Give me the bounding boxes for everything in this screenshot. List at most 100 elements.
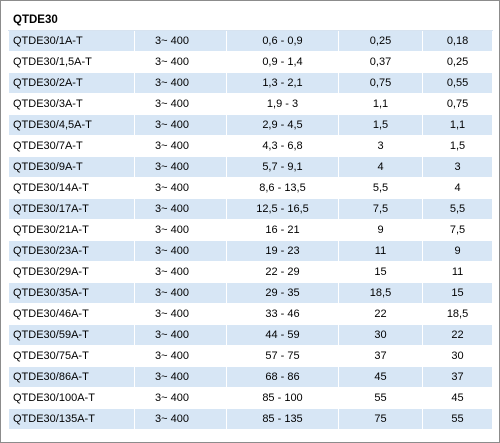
current-range-cell: 1,9 - 3 [226,93,339,115]
current-range-cell: 85 - 135 [226,408,339,430]
power-alt-cell: 18,5 [421,303,494,325]
table-row: QTDE30/4,5A-T 3~ 400 2,9 - 4,5 1,5 1,1 [8,114,494,136]
table-body: QTDE30/1A-T 3~ 400 0,6 - 0,9 0,25 0,18 QTDE30… [8,30,494,430]
table-title: QTDE30 [7,9,494,31]
model-cell: QTDE30/1A-T [8,30,135,52]
spec-table: QTDE30 QTDE30/1A-T 3~ 400 0,6 - 0,9 0,25 0,1… [7,9,494,430]
power-alt-cell: 1,1 [421,114,494,136]
table-row: QTDE30/9A-T 3~ 400 5,7 - 9,1 4 3 [8,156,494,178]
current-range-cell: 12,5 - 16,5 [226,198,339,220]
voltage-cell: 3~ 400 [134,177,227,199]
table-row: QTDE30/14A-T 3~ 400 8,6 - 13,5 5,5 4 [8,177,494,199]
current-range-cell: 29 - 35 [226,282,339,304]
power-alt-cell: 11 [421,261,494,283]
voltage-cell: 3~ 400 [134,387,227,409]
model-cell: QTDE30/35A-T [8,282,135,304]
power-alt-cell: 22 [421,324,494,346]
voltage-cell: 3~ 400 [134,114,227,136]
power-alt-cell: 0,25 [421,51,494,73]
voltage-cell: 3~ 400 [134,240,227,262]
voltage-cell: 3~ 400 [134,72,227,94]
current-range-cell: 4,3 - 6,8 [226,135,339,157]
current-range-cell: 44 - 59 [226,324,339,346]
voltage-cell: 3~ 400 [134,198,227,220]
table-row: QTDE30/29A-T 3~ 400 22 - 29 15 11 [8,261,494,283]
model-cell: QTDE30/46A-T [8,303,135,325]
power-cell: 1,5 [338,114,423,136]
power-cell: 30 [338,324,423,346]
power-alt-cell: 45 [421,387,494,409]
power-alt-cell: 55 [421,408,494,430]
table-row: QTDE30/75A-T 3~ 400 57 - 75 37 30 [8,345,494,367]
voltage-cell: 3~ 400 [134,282,227,304]
power-cell: 4 [338,156,423,178]
power-alt-cell: 0,55 [421,72,494,94]
voltage-cell: 3~ 400 [134,30,227,52]
voltage-cell: 3~ 400 [134,135,227,157]
power-cell: 37 [338,345,423,367]
power-cell: 45 [338,366,423,388]
current-range-cell: 22 - 29 [226,261,339,283]
current-range-cell: 1,3 - 2,1 [226,72,339,94]
table-row: QTDE30/1,5A-T 3~ 400 0,9 - 1,4 0,37 0,25 [8,51,494,73]
table-row: QTDE30/59A-T 3~ 400 44 - 59 30 22 [8,324,494,346]
model-cell: QTDE30/86A-T [8,366,135,388]
voltage-cell: 3~ 400 [134,219,227,241]
power-cell: 0,37 [338,51,423,73]
power-cell: 5,5 [338,177,423,199]
table-row: QTDE30/2A-T 3~ 400 1,3 - 2,1 0,75 0,55 [8,72,494,94]
power-alt-cell: 4 [421,177,494,199]
table-row: QTDE30/46A-T 3~ 400 33 - 46 22 18,5 [8,303,494,325]
table-container: QTDE30 QTDE30/1A-T 3~ 400 0,6 - 0,9 0,25 0,1… [7,9,494,430]
voltage-cell: 3~ 400 [134,408,227,430]
power-cell: 1,1 [338,93,423,115]
model-cell: QTDE30/1,5A-T [8,51,135,73]
current-range-cell: 16 - 21 [226,219,339,241]
power-alt-cell: 0,75 [421,93,494,115]
current-range-cell: 5,7 - 9,1 [226,156,339,178]
current-range-cell: 19 - 23 [226,240,339,262]
table-row: QTDE30/23A-T 3~ 400 19 - 23 11 9 [8,240,494,262]
table-row: QTDE30/7A-T 3~ 400 4,3 - 6,8 3 1,5 [8,135,494,157]
model-cell: QTDE30/75A-T [8,345,135,367]
model-cell: QTDE30/29A-T [8,261,135,283]
table-header-row: QTDE30 [7,9,494,31]
model-cell: QTDE30/2A-T [8,72,135,94]
model-cell: QTDE30/14A-T [8,177,135,199]
model-cell: QTDE30/23A-T [8,240,135,262]
model-cell: QTDE30/17A-T [8,198,135,220]
table-row: QTDE30/21A-T 3~ 400 16 - 21 9 7,5 [8,219,494,241]
current-range-cell: 8,6 - 13,5 [226,177,339,199]
current-range-cell: 0,6 - 0,9 [226,30,339,52]
model-cell: QTDE30/7A-T [8,135,135,157]
model-cell: QTDE30/9A-T [8,156,135,178]
model-cell: QTDE30/3A-T [8,93,135,115]
current-range-cell: 68 - 86 [226,366,339,388]
current-range-cell: 57 - 75 [226,345,339,367]
table-row: QTDE30/100A-T 3~ 400 85 - 100 55 45 [8,387,494,409]
power-cell: 3 [338,135,423,157]
current-range-cell: 0,9 - 1,4 [226,51,339,73]
model-cell: QTDE30/100A-T [8,387,135,409]
voltage-cell: 3~ 400 [134,51,227,73]
power-alt-cell: 0,18 [421,30,494,52]
voltage-cell: 3~ 400 [134,303,227,325]
power-alt-cell: 15 [421,282,494,304]
power-cell: 22 [338,303,423,325]
table-row: QTDE30/1A-T 3~ 400 0,6 - 0,9 0,25 0,18 [8,30,494,52]
table-row: QTDE30/86A-T 3~ 400 68 - 86 45 37 [8,366,494,388]
table-row: QTDE30/135A-T 3~ 400 85 - 135 75 55 [8,408,494,430]
power-cell: 55 [338,387,423,409]
voltage-cell: 3~ 400 [134,324,227,346]
model-cell: QTDE30/135A-T [8,408,135,430]
table-row: QTDE30/35A-T 3~ 400 29 - 35 18,5 15 [8,282,494,304]
current-range-cell: 85 - 100 [226,387,339,409]
power-cell: 9 [338,219,423,241]
voltage-cell: 3~ 400 [134,366,227,388]
model-cell: QTDE30/59A-T [8,324,135,346]
power-cell: 15 [338,261,423,283]
power-cell: 18,5 [338,282,423,304]
power-cell: 0,75 [338,72,423,94]
power-alt-cell: 1,5 [421,135,494,157]
voltage-cell: 3~ 400 [134,156,227,178]
